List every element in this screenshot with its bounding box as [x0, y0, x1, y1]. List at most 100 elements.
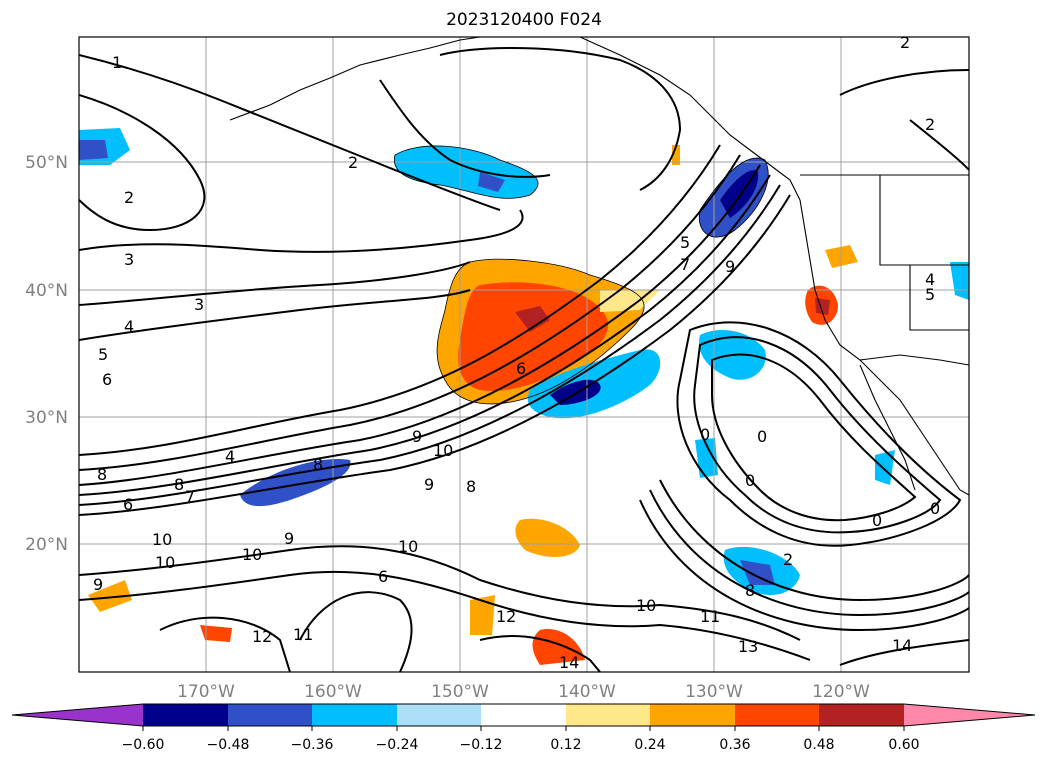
warm-patch-sw	[88, 580, 132, 612]
contour-line	[639, 499, 969, 632]
colorbar-tick-label: 0.60	[888, 737, 919, 753]
us-mexico-border	[859, 354, 969, 366]
contour-labels: 1 2 2 2 2 3 3 4 4 4 5 5 5 6 6 6 6 7 7 8 …	[93, 33, 940, 672]
warm-south-region	[515, 518, 580, 557]
contour-label: 2	[348, 153, 358, 172]
contour-label: 10	[242, 545, 262, 564]
lat-label: 50°N	[25, 153, 68, 173]
graticule	[79, 37, 969, 672]
coastlines	[229, 37, 969, 496]
contour-label: 12	[252, 627, 272, 646]
contour-label: 5	[98, 345, 108, 364]
contour-label: 2	[783, 550, 793, 569]
baja	[859, 364, 916, 491]
contour-label: 6	[378, 567, 388, 586]
contour-label: 8	[313, 455, 323, 474]
contour-line	[676, 321, 962, 547]
contour-line	[79, 94, 206, 232]
colorbar-extend-left	[12, 704, 143, 726]
colorbar-segment	[143, 704, 228, 726]
contour-line	[711, 353, 917, 522]
contour-line	[79, 545, 801, 641]
contour-line	[909, 119, 969, 171]
contour-label: 6	[102, 370, 112, 389]
lon-label: 120°W	[812, 682, 870, 702]
outline	[698, 157, 769, 238]
contour-label: 9	[93, 575, 103, 594]
contour-label: 0	[872, 511, 882, 530]
latitude-labels: 50°N 40°N 30°N 20°N	[25, 153, 68, 555]
contour-line	[479, 635, 601, 672]
longitude-labels: 170°W 160°W 150°W 140°W 130°W 120°W	[177, 682, 870, 702]
colorbar-tick-label: 0.24	[634, 737, 665, 753]
contour-label: 6	[516, 359, 526, 378]
contour-label: 10	[398, 537, 418, 556]
lat-label: 20°N	[25, 535, 68, 555]
colorbar-segment	[228, 704, 312, 726]
contour-line	[693, 336, 942, 534]
warm-far-south-region	[532, 629, 585, 665]
contour-line	[159, 616, 291, 672]
colorbar-tick-label: −0.48	[207, 737, 250, 753]
colorbar-segment	[650, 704, 735, 726]
contour-label: 1	[112, 53, 122, 72]
contour-label: 0	[700, 425, 710, 444]
contour-label: 10	[155, 553, 175, 572]
colorbar-segment	[566, 704, 650, 726]
cold-north-region	[394, 145, 539, 199]
contour-label: 11	[293, 625, 313, 644]
contour-label: 13	[738, 637, 758, 656]
colorbar-segment	[735, 704, 819, 726]
lat-label: 40°N	[25, 281, 68, 301]
lon-label: 170°W	[177, 682, 235, 702]
colorbar-tick-label: 0.48	[803, 737, 834, 753]
colorbar-tick-label: −0.24	[376, 737, 419, 753]
contour-label: 7	[680, 255, 690, 274]
contour-label: 7	[185, 487, 195, 506]
colorbar-extend-right	[904, 704, 1035, 726]
contour-line	[299, 591, 413, 672]
colorbar-tick-label: −0.60	[122, 737, 165, 753]
outline	[436, 258, 645, 405]
contour-label: 3	[124, 250, 134, 269]
contour-label: 9	[424, 475, 434, 494]
colorbar-tick-label: −0.12	[460, 737, 503, 753]
cold-south-core	[740, 560, 775, 585]
contour-label: 10	[152, 530, 172, 549]
contour-label: 10	[433, 441, 453, 460]
map-area: 1 2 2 2 2 3 3 4 4 4 5 5 5 6 6 6 6 7 7 8 …	[79, 33, 969, 672]
contour-label: 0	[757, 427, 767, 446]
outline	[394, 145, 539, 199]
contour-label: 8	[466, 477, 476, 496]
colorbar-ticks	[142, 726, 905, 731]
cold-north-core	[478, 172, 505, 192]
colorbar-segment	[397, 704, 481, 726]
cold-patch-coast	[875, 450, 895, 485]
contour-line	[79, 154, 741, 471]
contour-label: 6	[123, 495, 133, 514]
warm-patch-ss	[200, 625, 232, 642]
contour-label: 9	[284, 529, 294, 548]
contour-label: 9	[412, 427, 422, 446]
lon-label: 130°W	[685, 682, 743, 702]
contour-line	[839, 69, 969, 96]
cold-nw-core	[79, 140, 108, 160]
alaska-coast	[229, 37, 481, 121]
contour-line	[79, 164, 761, 486]
colorbar-tick-label: −0.36	[291, 737, 334, 753]
map-frame	[78, 36, 970, 673]
lon-label: 160°W	[304, 682, 362, 702]
contour-line	[79, 261, 471, 306]
contour-label: 14	[892, 636, 912, 655]
contour-line	[839, 639, 969, 666]
colorbar: −0.60 −0.48 −0.36 −0.24 −0.12 0.12 0.24 …	[11, 703, 1036, 753]
contour-label: 2	[900, 33, 910, 52]
contour-line	[659, 479, 969, 602]
contour-label: 10	[636, 596, 656, 615]
shading-outlines	[394, 145, 769, 405]
state-border-2	[909, 265, 969, 331]
contour-label: 5	[925, 285, 935, 304]
contour-line	[79, 194, 791, 516]
contour-label: 0	[930, 499, 940, 518]
